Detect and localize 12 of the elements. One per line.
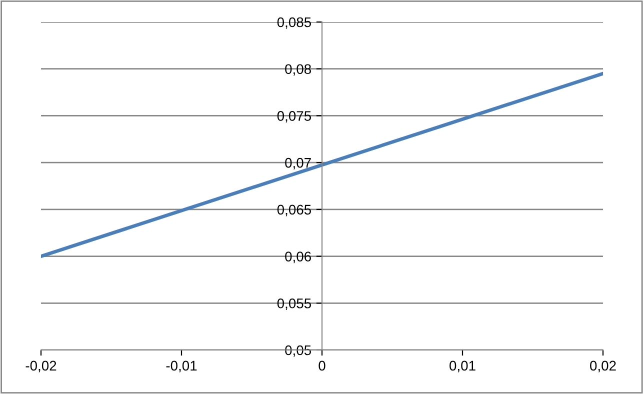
x-tick-label: -0,01 [166, 360, 197, 372]
y-tick-label: 0,085 [277, 17, 312, 29]
y-tick-label: 0,065 [277, 204, 312, 216]
y-tick-label: 0,07 [285, 158, 311, 170]
y-tick-label: 0,075 [277, 111, 312, 123]
y-tick-label: 0,055 [277, 298, 312, 310]
y-tick-label: 0,06 [285, 252, 311, 264]
x-tick-label: -0,02 [26, 360, 56, 372]
x-tick-label: 0 [318, 360, 326, 371]
x-tick-label: 0,02 [590, 360, 616, 372]
y-tick-label: 0,08 [285, 64, 311, 76]
x-tick-label: 0,01 [450, 360, 476, 372]
